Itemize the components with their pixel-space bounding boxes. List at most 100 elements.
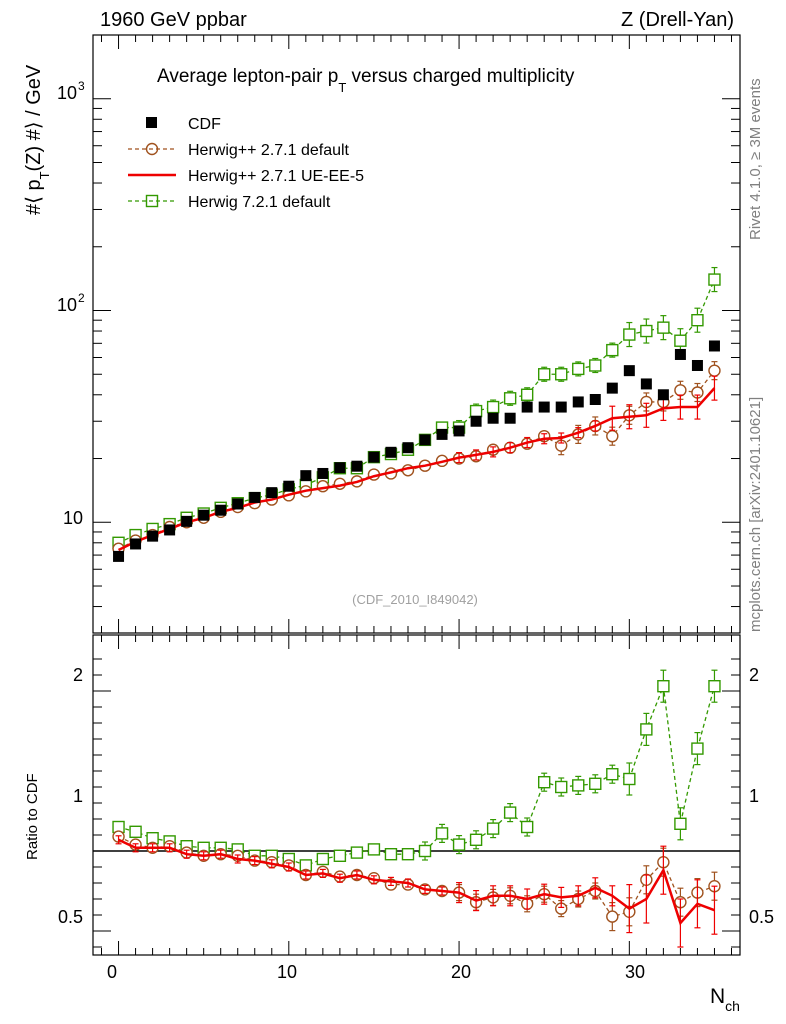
ratio-marker-herwig7 — [418, 844, 432, 858]
y-tick-10-base: 10 — [63, 508, 83, 528]
title-rest: versus charged multiplicity — [346, 66, 575, 87]
main-marker-herwig-default — [708, 364, 721, 377]
ratio-marker-herwig7 — [640, 723, 653, 736]
chart-marks — [112, 266, 721, 948]
main-marker-herwig7 — [486, 400, 500, 414]
ratio-y-label: Ratio to CDF — [24, 773, 41, 860]
main-marker-cdf — [232, 498, 244, 510]
legend-label-cdf: CDF — [188, 116, 221, 133]
y-tick-100-base: 10 — [57, 295, 77, 315]
main-marker-cdf — [198, 509, 210, 521]
main-marker-cdf — [402, 442, 414, 454]
chart-title: Average lepton-pair pT versus charged mu… — [157, 66, 575, 95]
main-plot-frame — [92, 34, 741, 634]
ratio-marker-herwig7 — [589, 777, 602, 790]
legend-marker-cdf — [146, 117, 157, 128]
main-marker-herwig7 — [640, 324, 653, 338]
y-tick-label-100: 10 — [57, 295, 77, 315]
main-marker-cdf — [691, 359, 703, 371]
main-marker-herwig7 — [623, 328, 636, 341]
main-marker-cdf — [113, 550, 125, 562]
main-marker-cdf — [215, 504, 227, 516]
main-marker-herwig7 — [606, 343, 619, 357]
legend-label-herwig-default: Herwig++ 2.7.1 default — [188, 142, 350, 159]
ratio-tick-1-left: 1 — [73, 786, 83, 806]
main-marker-cdf — [164, 524, 176, 536]
legend-label-herwig7: Herwig 7.2.1 default — [188, 194, 331, 211]
main-marker-herwig7 — [657, 321, 670, 334]
ratio-marker-herwig7 — [520, 820, 534, 834]
ratio-marker-herwig7 — [367, 843, 381, 856]
ratio-marker-herwig7 — [572, 779, 585, 792]
main-marker-herwig7 — [589, 359, 602, 372]
y-tick-label-1000: 10 — [57, 83, 77, 103]
main-marker-cdf — [249, 491, 261, 503]
legend: CDF Herwig++ 2.7.1 default Herwig++ 2.7.… — [128, 116, 364, 211]
main-marker-cdf — [368, 451, 380, 463]
main-marker-cdf — [589, 393, 601, 405]
ratio-marker-herwig7 — [606, 768, 619, 781]
ratio-tick-2-left: 2 — [73, 665, 83, 685]
main-marker-cdf — [181, 515, 193, 527]
rivet-label: Rivet 4.1.0, ≥ 3M events — [747, 78, 764, 240]
main-marker-cdf — [504, 412, 516, 424]
ratio-marker-herwig7 — [708, 680, 721, 693]
main-marker-cdf — [538, 401, 550, 413]
ratio-marker-herwig7 — [537, 776, 551, 789]
main-marker-herwig7 — [555, 368, 568, 381]
main-marker-cdf — [572, 396, 584, 408]
ratio-marker-herwig-default — [606, 910, 619, 923]
ratio-line-herwig-ueee5 — [118, 838, 715, 926]
ratio-tick-0.5-left: 0.5 — [58, 907, 83, 927]
x-tick-label-0: 0 — [107, 962, 117, 982]
ylabel-rest: (Z) #⟩ / GeV — [23, 64, 45, 171]
xlabel-main: N — [710, 985, 725, 1008]
reference-note: (CDF_2010_I849042) — [352, 592, 478, 607]
ratio-marker-herwig7 — [469, 833, 483, 846]
main-marker-herwig7 — [572, 362, 585, 376]
y-tick-exp-100: 2 — [78, 291, 85, 305]
ratio-marker-herwig7 — [384, 848, 398, 861]
legend-label-herwig-ueee5: Herwig++ 2.7.1 UE-EE-5 — [188, 168, 364, 185]
x-tick-label-30: 30 — [625, 962, 645, 982]
y-axis-label: #⟨ pT(Z) #⟩ / GeV — [23, 64, 52, 215]
ratio-marker-herwig7 — [350, 846, 364, 859]
ratio-marker-herwig7 — [486, 822, 500, 835]
y-tick-1000-exp: 3 — [78, 79, 85, 93]
main-marker-cdf — [606, 382, 618, 394]
main-marker-cdf — [283, 480, 295, 492]
main-marker-herwig7 — [691, 314, 704, 327]
main-marker-cdf — [640, 378, 652, 390]
main-marker-cdf — [317, 467, 329, 479]
ratio-plot-frame — [92, 634, 741, 956]
mcplots-label: mcplots.cern.ch [arXiv:2401.10621] — [747, 397, 764, 632]
main-marker-herwig7 — [469, 404, 483, 418]
y-tick-1000-base: 10 — [57, 83, 77, 103]
ratio-marker-herwig7 — [401, 848, 415, 861]
main-marker-cdf — [674, 348, 686, 360]
ratio-marker-herwig7 — [674, 817, 687, 830]
title-main: Average lepton-pair p — [157, 66, 338, 87]
legend-marker-herwig7 — [145, 194, 159, 208]
ratio-marker-herwig7 — [435, 827, 449, 840]
main-marker-cdf — [351, 460, 363, 472]
ratio-tick-1-right: 1 — [749, 786, 759, 806]
main-marker-cdf — [419, 434, 431, 446]
main-marker-herwig7 — [503, 392, 517, 405]
legend-marker-herwig-default — [145, 142, 159, 156]
x-tick-label-20: 20 — [451, 962, 471, 982]
main-marker-cdf — [334, 462, 346, 474]
ratio-marker-herwig7 — [129, 825, 142, 838]
main-marker-cdf — [487, 412, 499, 424]
main-marker-cdf — [453, 425, 465, 437]
y-tick-exp-1000: 3 — [78, 79, 85, 93]
y-tick-label-10: 10 — [63, 508, 83, 528]
main-marker-cdf — [266, 487, 278, 499]
ratio-marker-herwig7 — [503, 806, 517, 819]
main-marker-cdf — [130, 538, 142, 550]
ratio-tick-2-right: 2 — [749, 665, 759, 685]
main-marker-cdf — [521, 401, 533, 413]
header-left: 1960 GeV ppbar — [100, 9, 247, 31]
main-marker-herwig-default — [606, 429, 619, 443]
